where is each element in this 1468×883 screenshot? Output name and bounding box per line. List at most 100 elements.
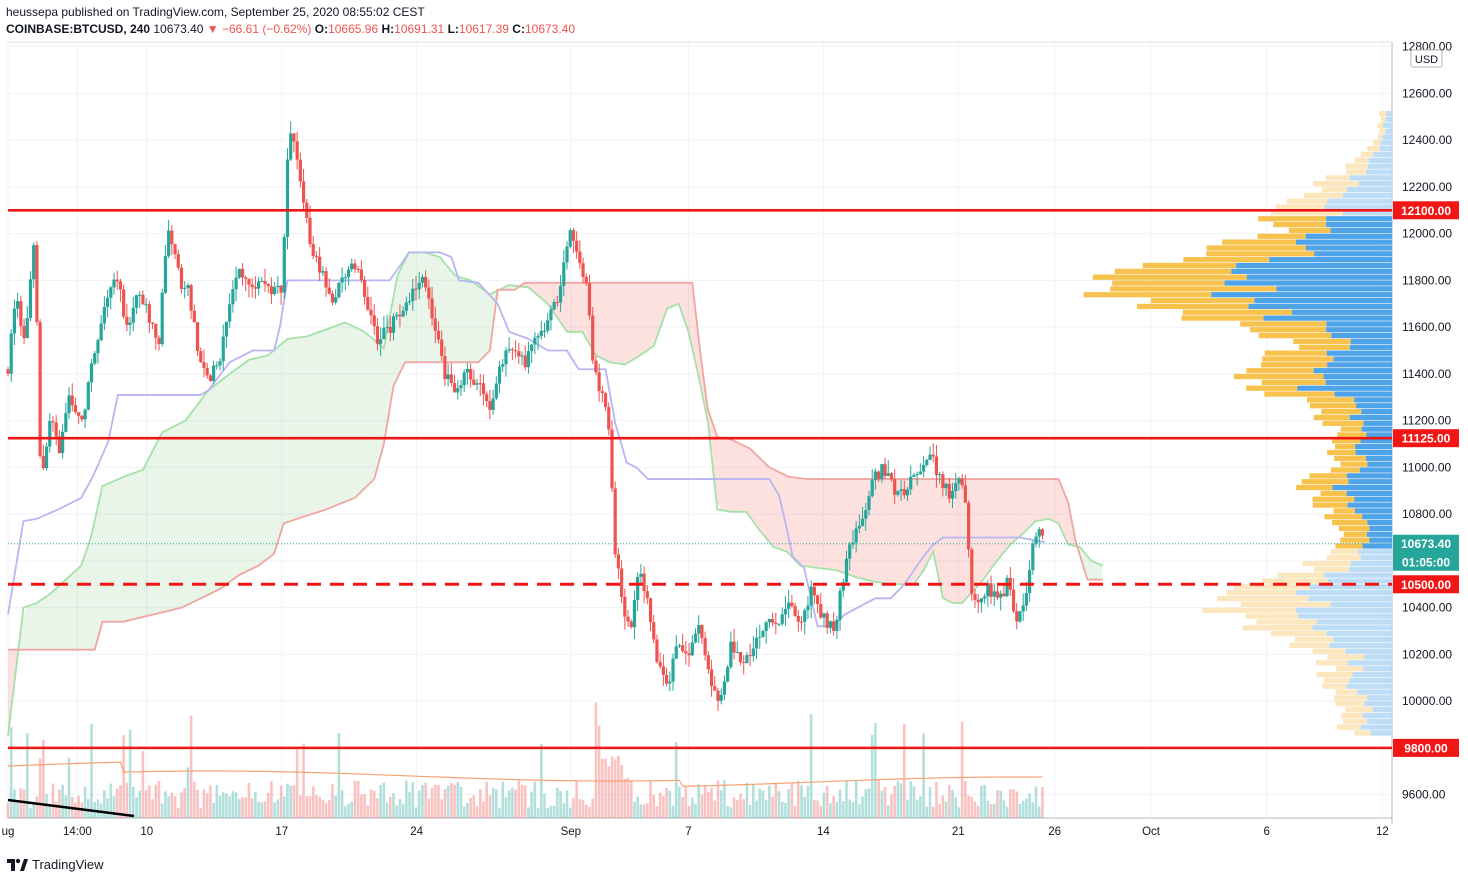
volume-bar xyxy=(205,793,209,818)
profile-buy-bar xyxy=(1295,239,1392,245)
volume-bar xyxy=(151,799,154,818)
candle xyxy=(54,415,58,446)
volume-bar xyxy=(321,799,325,818)
candle-body xyxy=(321,271,325,273)
candle-body xyxy=(314,255,319,257)
volume-bar xyxy=(797,780,800,818)
cloud-segment xyxy=(745,446,751,518)
volume-bar xyxy=(735,800,739,818)
candle-body xyxy=(517,351,521,357)
profile-sell-bar xyxy=(1313,181,1359,187)
volume-bar xyxy=(565,790,569,818)
volume-bar xyxy=(356,780,360,818)
candle xyxy=(295,131,299,170)
volume-bar xyxy=(748,805,752,818)
volume-bar xyxy=(848,799,852,818)
cloud-segment xyxy=(1019,479,1025,537)
currency-badge: USD xyxy=(1410,49,1443,68)
volume-bar xyxy=(893,785,896,818)
candle xyxy=(677,643,682,648)
profile-buy-bar xyxy=(1385,128,1392,134)
volume-bar xyxy=(915,800,919,818)
profile-sell-bar xyxy=(1337,432,1367,438)
candle-body xyxy=(282,236,286,293)
volume-bar xyxy=(437,785,440,818)
candle-body xyxy=(427,287,431,299)
profile-sell-bar xyxy=(1206,251,1315,257)
candle-body xyxy=(989,583,993,597)
profile-sell-bar xyxy=(1181,315,1264,321)
volume-bar xyxy=(225,793,228,818)
profile-buy-bar xyxy=(1367,163,1392,169)
candle xyxy=(597,363,601,402)
candle xyxy=(260,276,264,282)
profile-buy-bar xyxy=(1367,718,1392,724)
last-price: 10673.40 xyxy=(153,22,204,36)
cloud-segment xyxy=(711,420,717,501)
cloud-segment xyxy=(407,252,413,363)
volume-bar xyxy=(427,798,431,818)
candle-body xyxy=(806,605,810,611)
close-label: C: xyxy=(512,22,525,36)
candle xyxy=(607,402,611,436)
volume-bar xyxy=(536,807,540,818)
candle-body xyxy=(80,415,84,420)
candle xyxy=(658,652,662,669)
candle-body xyxy=(398,314,402,317)
candle-body xyxy=(202,362,206,368)
cloud-segment xyxy=(340,322,346,504)
x-tick-label: 14:00 xyxy=(63,826,92,838)
candle-body xyxy=(57,436,62,454)
candle-body xyxy=(758,636,762,638)
candle xyxy=(427,279,431,310)
cloud-segment xyxy=(191,406,196,603)
volume-bar xyxy=(983,784,986,818)
candle xyxy=(603,391,608,411)
candle-body xyxy=(613,488,617,555)
candle-body xyxy=(944,483,948,489)
x-tick-label: Sep xyxy=(561,826,581,838)
volume-bar xyxy=(594,702,598,818)
cloud-segment xyxy=(263,355,269,562)
volume-bar xyxy=(752,784,755,818)
volume-bar xyxy=(366,805,370,818)
candle-body xyxy=(337,282,341,298)
candle xyxy=(880,464,884,483)
candle-body xyxy=(112,279,116,288)
cloud-segment xyxy=(85,540,90,650)
cloud-segment xyxy=(764,462,770,543)
candle-body xyxy=(652,622,656,640)
profile-sell-bar xyxy=(1343,718,1368,724)
candle-body xyxy=(38,322,42,456)
profile-buy-bar xyxy=(1333,636,1392,643)
symbol-name[interactable]: COINBASE:BTCUSD, 240 xyxy=(6,22,151,36)
profile-sell-bar xyxy=(1340,461,1368,467)
cloud-segment xyxy=(798,477,804,566)
cloud-segment xyxy=(316,331,322,513)
candle-body xyxy=(19,301,23,326)
tradingview-branding[interactable]: TradingView xyxy=(6,855,104,873)
x-tick-label: 21 xyxy=(952,826,965,838)
candle xyxy=(99,315,103,342)
candle-body xyxy=(456,388,460,393)
candle xyxy=(848,541,852,571)
profile-sell-bar xyxy=(1322,420,1364,426)
candle-body xyxy=(369,309,373,316)
candle xyxy=(587,274,592,320)
cloud-segment xyxy=(465,278,471,363)
volume-bar xyxy=(973,801,977,818)
candle xyxy=(311,235,315,260)
candle xyxy=(909,465,913,495)
volume-bar xyxy=(1015,791,1019,818)
cloud-segment xyxy=(759,458,765,537)
candle-body xyxy=(1018,611,1022,622)
candle xyxy=(157,335,161,351)
candle xyxy=(562,250,566,296)
cloud-segment xyxy=(210,385,216,594)
profile-buy-bar xyxy=(1367,519,1392,526)
candle-body xyxy=(195,322,200,352)
candle xyxy=(517,342,521,364)
volume-bar xyxy=(793,806,797,818)
level-badge xyxy=(1393,738,1459,757)
